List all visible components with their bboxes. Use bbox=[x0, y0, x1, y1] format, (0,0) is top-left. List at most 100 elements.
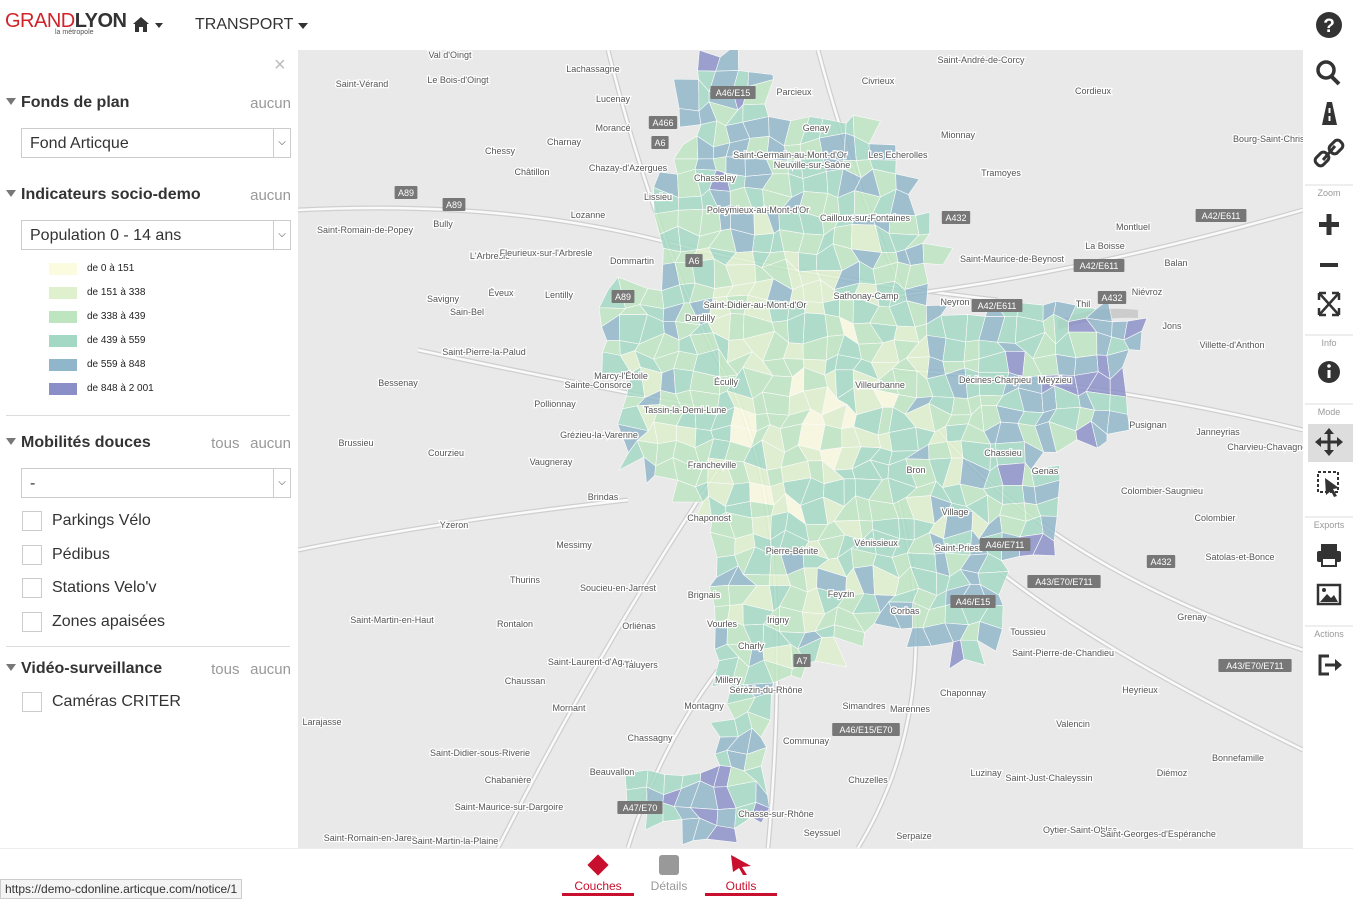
checkbox[interactable] bbox=[22, 511, 42, 531]
tab[interactable]: Outils bbox=[705, 852, 777, 896]
place-label: Seyssuel bbox=[804, 828, 841, 838]
checkbox-label: Stations Velo'v bbox=[52, 579, 157, 596]
place-label: Corbas bbox=[890, 606, 920, 616]
map[interactable]: Val d'Oingt Lachassagne Saint-Vérand Le Boi… bbox=[298, 50, 1303, 848]
place-label: Communay bbox=[783, 736, 830, 746]
legend-label: de 439 à 559 bbox=[87, 335, 146, 346]
section-title: Indicateurs socio-demo bbox=[21, 186, 201, 203]
tool-icon-part bbox=[1316, 60, 1336, 80]
place-label: Courzieu bbox=[428, 448, 464, 458]
road bbox=[496, 469, 720, 848]
district bbox=[751, 801, 770, 824]
home-menu[interactable] bbox=[132, 15, 166, 35]
tab-icon bbox=[731, 855, 751, 875]
checkbox[interactable] bbox=[22, 544, 42, 565]
tool-zoom-in[interactable] bbox=[1319, 214, 1339, 235]
select-arrow: ⌵ bbox=[273, 129, 290, 157]
tool-select[interactable] bbox=[1317, 471, 1339, 497]
tool-image[interactable] bbox=[1316, 583, 1342, 606]
logo[interactable]: GRANDLYON bbox=[5, 10, 127, 33]
checkbox-label: Pédibus bbox=[52, 545, 110, 563]
section-title: Vidéo-surveillance bbox=[21, 660, 163, 677]
section-action[interactable]: tous bbox=[211, 661, 240, 678]
tool-icon-part: ? bbox=[1323, 16, 1335, 37]
tool-group-label: Info bbox=[1321, 338, 1336, 348]
tool-zoom-out[interactable] bbox=[1320, 263, 1338, 267]
road-shield bbox=[979, 538, 1031, 551]
section-action[interactable]: aucun bbox=[250, 661, 291, 678]
district bbox=[960, 639, 986, 666]
place-label: Saint-Maurice-sur-Dargoire bbox=[455, 802, 564, 812]
tab[interactable]: Détails bbox=[633, 852, 705, 896]
select[interactable]: Fond Articque ⌵ bbox=[21, 128, 291, 158]
tool-pan[interactable] bbox=[1315, 428, 1343, 456]
road-shield bbox=[793, 654, 811, 667]
tab-label: Couches bbox=[574, 879, 622, 893]
transport-menu[interactable]: TRANSPORT bbox=[195, 16, 308, 34]
road-shield bbox=[651, 136, 669, 149]
place-label: Villette-d'Anthon bbox=[1199, 340, 1264, 350]
place-label: Chassagny bbox=[627, 733, 673, 743]
section-action[interactable]: tous bbox=[211, 435, 240, 452]
tool-fullscreen[interactable] bbox=[1317, 291, 1341, 317]
road-label: A46/E711 bbox=[986, 540, 1025, 550]
road-shield bbox=[685, 254, 703, 267]
tool-icon-part bbox=[1327, 370, 1331, 378]
select[interactable]: Population 0 - 14 ans ⌵ bbox=[21, 220, 291, 250]
tool-link[interactable] bbox=[1313, 138, 1345, 168]
district bbox=[706, 825, 738, 843]
tool-route[interactable] bbox=[1322, 102, 1337, 125]
tool-logout[interactable] bbox=[1318, 654, 1342, 676]
legend-label: de 338 à 439 bbox=[87, 311, 146, 322]
divider bbox=[6, 415, 290, 416]
road-label: A6 bbox=[688, 256, 699, 266]
district bbox=[1032, 533, 1056, 556]
road bbox=[298, 498, 629, 552]
checkbox[interactable] bbox=[22, 611, 42, 632]
tab[interactable]: Couches bbox=[562, 852, 634, 896]
place-label: Diémoz bbox=[1157, 768, 1188, 778]
close-panel[interactable]: × bbox=[274, 54, 286, 76]
place-label: Montluel bbox=[1116, 222, 1150, 232]
place-label: Val d'Oingt bbox=[428, 50, 472, 60]
place-label: Parcieux bbox=[776, 87, 812, 97]
bottom-bar bbox=[0, 848, 1353, 899]
place-label: Genas bbox=[1032, 466, 1059, 476]
tool-print[interactable] bbox=[1317, 544, 1341, 567]
legend-swatch bbox=[49, 311, 77, 323]
checkbox[interactable] bbox=[22, 578, 42, 598]
place-label: Luzinay bbox=[970, 768, 1002, 778]
place-label: Jons bbox=[1162, 321, 1182, 331]
place-label: Saint-Pierre-de-Chandieu bbox=[1012, 648, 1114, 658]
place-label: Civrieux bbox=[862, 76, 895, 86]
road-label: A42/E611 bbox=[1202, 211, 1241, 221]
tool-search[interactable] bbox=[1316, 60, 1341, 86]
section-action[interactable]: aucun bbox=[250, 435, 291, 452]
place-label: Brussieu bbox=[338, 438, 373, 448]
place-label: Brindas bbox=[588, 492, 619, 502]
place-label: Les Echerolles bbox=[868, 150, 928, 160]
road-label: A89 bbox=[446, 200, 462, 210]
place-label: Millery bbox=[715, 675, 741, 685]
section-action[interactable]: aucun bbox=[250, 95, 291, 112]
tool-info[interactable] bbox=[1318, 361, 1340, 383]
tool-group-label: Actions bbox=[1314, 629, 1344, 639]
place-label: Tassin-la-Demi-Lune bbox=[644, 405, 727, 415]
tool-icon-part bbox=[1316, 12, 1342, 38]
place-label: Charly bbox=[738, 641, 765, 651]
tab-label: Outils bbox=[725, 879, 757, 893]
place-label: Colombier-Saugnieu bbox=[1121, 486, 1203, 496]
checkbox[interactable] bbox=[22, 692, 42, 712]
tool-help[interactable]: ? bbox=[1316, 12, 1342, 38]
place-label: Brignais bbox=[688, 590, 721, 600]
place-label: Oytier-Saint-Oblas bbox=[1043, 825, 1118, 835]
tool-icon-part bbox=[1327, 364, 1331, 368]
select[interactable]: - ⌵ bbox=[21, 468, 291, 498]
section-action[interactable]: aucun bbox=[250, 187, 291, 204]
district bbox=[1055, 353, 1077, 376]
place-label: Sainte-Consorce bbox=[564, 380, 631, 390]
place-label: Saint-Just-Chaleyssin bbox=[1005, 773, 1092, 783]
road bbox=[626, 669, 720, 848]
place-label: Chassieu bbox=[984, 448, 1022, 458]
road-shield bbox=[950, 595, 996, 608]
